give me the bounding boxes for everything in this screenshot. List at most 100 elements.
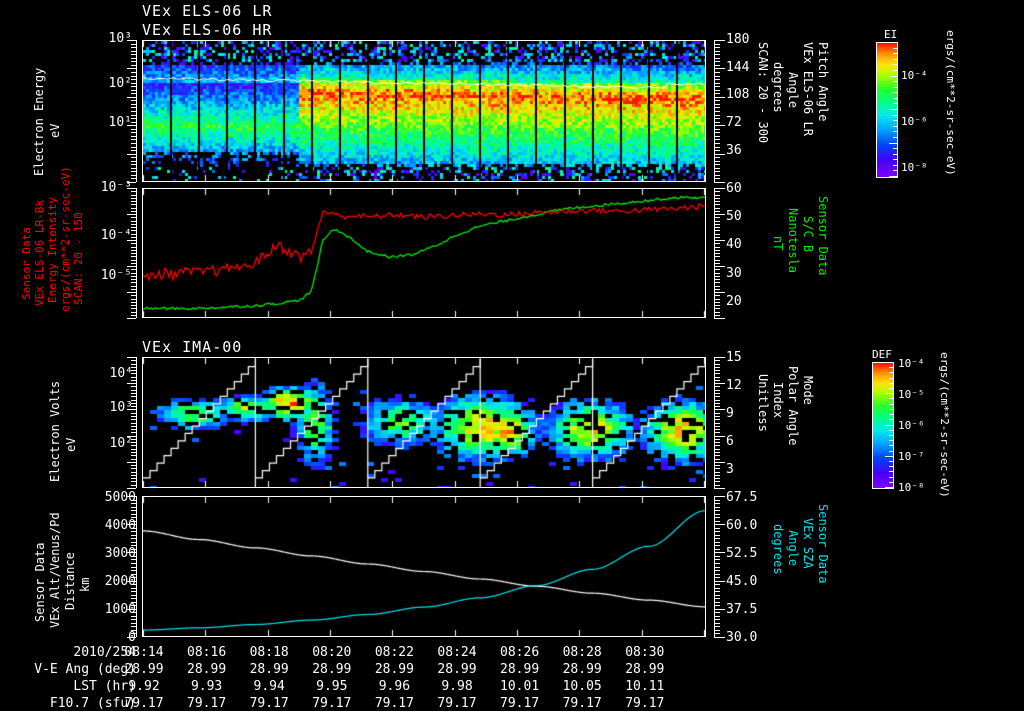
panel1-ytick-1e3: 10³ xyxy=(108,31,132,46)
tick-right-3-38 xyxy=(714,630,720,631)
colorbar-tick-0-4 xyxy=(893,64,898,65)
panel2-ylabel-scan: SCAN: 20 - 150 xyxy=(72,212,85,305)
tick-left-3-37 xyxy=(131,626,136,627)
colorbar-tick-1-3 xyxy=(889,378,894,379)
tick-right-3-3 xyxy=(714,507,720,508)
tick-right-3-24 xyxy=(714,581,725,582)
colorbar-tick-1-1 xyxy=(889,367,894,368)
panel2-rtick-40: 40 xyxy=(726,237,742,252)
tick-right-2-34 xyxy=(714,468,720,469)
tick-right-0-5 xyxy=(714,58,720,59)
tick-left-2-14 xyxy=(131,403,136,404)
tick-right-3-8 xyxy=(714,524,725,525)
tick-right-2-7 xyxy=(714,380,720,381)
colorbar-tick-0-11 xyxy=(893,103,898,104)
tick-right-1-27 xyxy=(714,276,720,277)
tick-right-1-32 xyxy=(714,292,725,293)
tick-left-1-38 xyxy=(131,312,136,313)
panel1-rlabel-degrees: degrees xyxy=(771,62,785,113)
tick-right-0-31 xyxy=(714,150,720,151)
tick-right-1-3 xyxy=(714,198,720,199)
tick-right-2-36 xyxy=(714,475,720,476)
panel3-rtick-12: 12 xyxy=(726,378,742,393)
tick-right-0-30 xyxy=(714,147,720,148)
panel4-rtick-525: 52.5 xyxy=(726,546,758,561)
tick-right-2-38 xyxy=(714,481,720,482)
tick-right-1-24 xyxy=(714,266,725,267)
tick-right-2-31 xyxy=(714,459,720,460)
tick-left-3-18 xyxy=(131,559,136,560)
tick-left-3-10 xyxy=(131,531,136,532)
tick-left-2-1 xyxy=(131,360,136,361)
tick-right-0-10 xyxy=(714,76,720,77)
tick-rail-left-2 xyxy=(136,357,137,488)
tick-left-2-18 xyxy=(131,416,136,417)
tick-right-2-26 xyxy=(714,442,720,443)
tick-right-2-6 xyxy=(714,377,720,378)
panel3-rtick-3: 3 xyxy=(726,462,734,477)
tick-left-2-26 xyxy=(131,442,136,443)
tick-right-0-32 xyxy=(714,154,725,155)
tick-left-1-10 xyxy=(131,221,136,222)
panel4-ytick-5000: 5000 xyxy=(104,490,136,505)
colorbar-ei xyxy=(876,42,898,178)
tick-left-2-34 xyxy=(131,468,136,469)
tick-left-1-16 xyxy=(127,240,136,241)
tick-left-1-3 xyxy=(131,198,136,199)
tick-left-2-19 xyxy=(131,419,136,420)
tick-left-1-5 xyxy=(131,204,136,205)
tick-left-3-33 xyxy=(131,612,136,613)
tick-left-0-29 xyxy=(131,143,136,144)
colorbar-tick-0-8 xyxy=(893,87,898,88)
panel4-rlabel-sensor-data: Sensor Data xyxy=(816,504,830,584)
tick-right-1-22 xyxy=(714,260,720,261)
tick-right-0-24 xyxy=(714,125,725,126)
tick-right-0-20 xyxy=(714,111,720,112)
tick-left-3-4 xyxy=(131,510,136,511)
tick-right-3-5 xyxy=(714,514,720,515)
tick-right-1-13 xyxy=(714,230,720,231)
tick-left-3-16 xyxy=(127,552,136,553)
els-spectrogram-panel xyxy=(142,40,706,182)
panel4-rtick-600: 60.0 xyxy=(726,518,758,533)
axis-table-cell-3-6: 79.17 xyxy=(500,696,540,711)
tick-left-2-21 xyxy=(131,426,136,427)
tick-right-0-16 xyxy=(714,97,725,98)
colorbar-ei-tick-1e-4: 10⁻⁴ xyxy=(901,69,928,82)
tick-left-0-36 xyxy=(131,168,136,169)
tick-right-1-15 xyxy=(714,237,720,238)
tick-left-2-3 xyxy=(131,367,136,368)
tick-left-2-5 xyxy=(131,373,136,374)
tick-right-1-39 xyxy=(714,315,720,316)
tick-left-0-5 xyxy=(131,58,136,59)
tick-left-0-14 xyxy=(131,90,136,91)
tick-left-2-13 xyxy=(131,400,136,401)
tick-left-3-21 xyxy=(131,570,136,571)
colorbar-tick-0-13 xyxy=(893,115,898,116)
tick-right-3-22 xyxy=(714,574,720,575)
tick-right-1-25 xyxy=(714,269,720,270)
panel1-rlabel-scan: SCAN: 20 - 300 xyxy=(756,42,770,144)
tick-left-1-13 xyxy=(131,230,136,231)
tick-right-1-12 xyxy=(714,227,720,228)
panel4-rlabel-sza: VEx SZA xyxy=(801,518,815,569)
panel2-rlabel-nt: nT xyxy=(771,236,785,251)
panel1-title-hr: VEx ELS-06 HR xyxy=(142,21,273,39)
tick-left-2-9 xyxy=(131,386,136,387)
tick-left-2-15 xyxy=(131,406,136,407)
tick-left-3-27 xyxy=(131,591,136,592)
tick-left-1-22 xyxy=(131,260,136,261)
ima-spectrogram-canvas xyxy=(143,358,705,487)
colorbar-tick-0-18 xyxy=(889,143,898,144)
tick-left-3-28 xyxy=(131,595,136,596)
axis-table-cell-0-4: 08:22 xyxy=(374,645,414,660)
colorbar-tick-1-22 xyxy=(889,477,894,478)
tick-left-0-7 xyxy=(131,65,136,66)
tick-right-2-37 xyxy=(714,478,720,479)
panel3-title: VEx IMA-00 xyxy=(142,338,243,356)
tick-left-0-39 xyxy=(131,178,136,179)
axis-table-cell-2-8: 10.11 xyxy=(625,679,665,694)
axis-table-cell-1-0: 28.99 xyxy=(124,662,164,677)
axis-table-cell-0-3: 08:20 xyxy=(312,645,352,660)
tick-right-2-29 xyxy=(714,452,720,453)
